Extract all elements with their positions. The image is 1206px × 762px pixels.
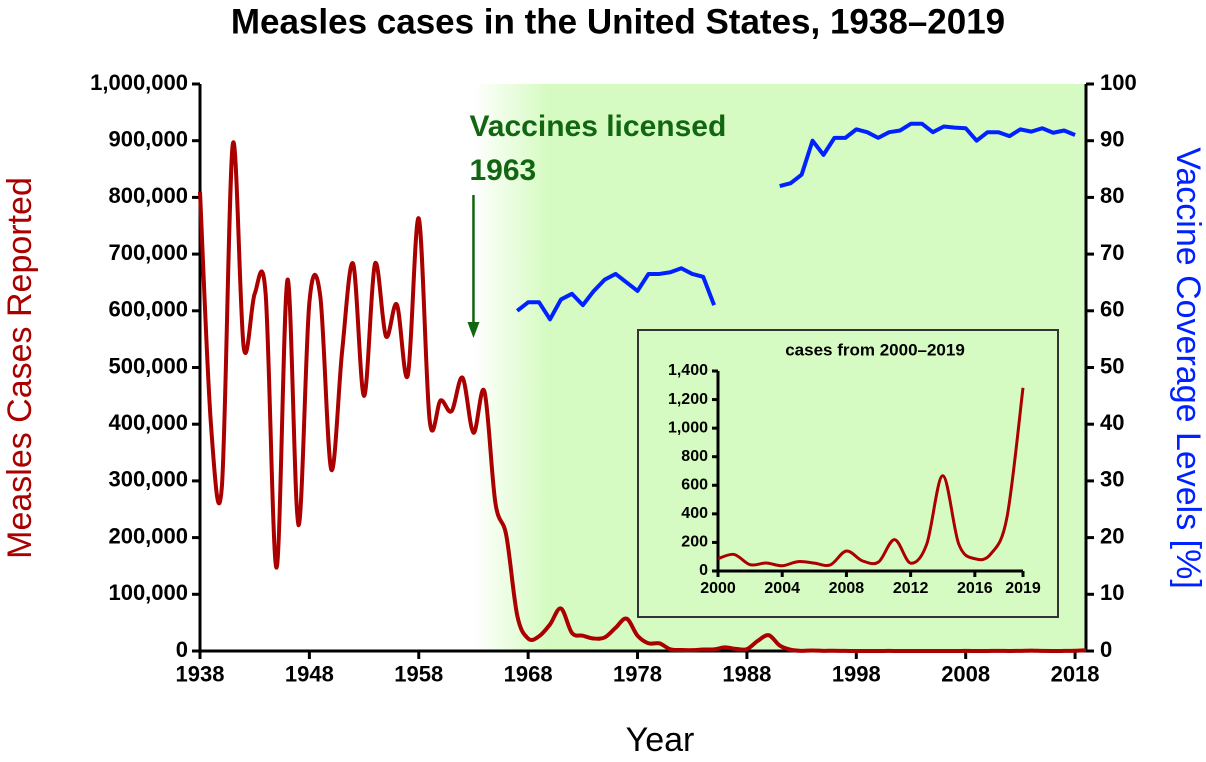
data-line	[717, 387, 1025, 568]
y-tick-label: 700,000	[108, 240, 188, 265]
y-tick-label: 500,000	[108, 353, 188, 378]
y-tick-label: 100,000	[108, 580, 188, 605]
y2-tick-label: 20	[1100, 523, 1124, 548]
y-tick-label: 400	[681, 505, 708, 522]
y2-tick-label: 10	[1100, 580, 1124, 605]
x-tick-label: 2012	[893, 580, 929, 597]
y-tick-label: 900,000	[108, 127, 188, 152]
y2-tick-label: 50	[1100, 353, 1124, 378]
y2-tick-label: 0	[1100, 637, 1112, 662]
y-tick-label: 800	[681, 448, 708, 465]
x-tick-label: 2016	[957, 580, 993, 597]
y-axis-label: Measles Cases Reported	[1, 177, 39, 559]
y2-tick-label: 70	[1100, 240, 1124, 265]
annotation-arrowhead	[467, 322, 480, 338]
x-tick-label: 1988	[722, 661, 771, 686]
x-tick-label: 2008	[829, 580, 865, 597]
y2-tick-label: 100	[1100, 70, 1137, 95]
x-tick-label: 2018	[1051, 661, 1100, 686]
y2-tick-label: 60	[1100, 297, 1124, 322]
x-tick-label: 1948	[285, 661, 334, 686]
y2-tick-label: 90	[1100, 127, 1124, 152]
y-tick-label: 1,400	[668, 362, 708, 379]
y-tick-label: 600,000	[108, 297, 188, 322]
y-tick-label: 200	[681, 534, 708, 551]
inset-title: cases from 2000–2019	[785, 340, 965, 359]
data-line	[515, 266, 716, 322]
y2-tick-label: 30	[1100, 467, 1124, 492]
x-tick-label: 1958	[394, 661, 443, 686]
data-line	[779, 121, 1076, 188]
y-tick-label: 200,000	[108, 523, 188, 548]
y-tick-label: 400,000	[108, 410, 188, 435]
chart-title: Measles cases in the United States, 1938…	[231, 2, 1005, 41]
y-tick-label: 800,000	[108, 183, 188, 208]
y-tick-label: 1,200	[668, 391, 708, 408]
x-tick-label: 1938	[176, 661, 225, 686]
data-line	[198, 140, 1087, 653]
x-tick-label: 2004	[764, 580, 800, 597]
y2-tick-label: 40	[1100, 410, 1124, 435]
x-tick-label: 2019	[1005, 580, 1041, 597]
x-axis-label: Year	[626, 721, 695, 757]
annotation-year: 1963	[469, 154, 536, 187]
annotation-text: Vaccines licensed	[469, 110, 726, 143]
y-tick-label: 0	[699, 562, 708, 579]
y-tick-label: 600	[681, 477, 708, 494]
y-tick-label: 1,000,000	[90, 70, 188, 95]
x-tick-label: 2008	[941, 661, 990, 686]
x-tick-label: 2000	[700, 580, 736, 597]
y-tick-label: 1,000	[668, 419, 708, 436]
y-tick-label: 300,000	[108, 467, 188, 492]
x-tick-label: 1968	[504, 661, 553, 686]
y2-tick-label: 80	[1100, 183, 1124, 208]
inset-frame	[637, 329, 1059, 618]
y2-axis-label: Vaccine Coverage Levels [%]	[1169, 147, 1206, 589]
y-tick-label: 0	[176, 637, 188, 662]
x-tick-label: 1978	[613, 661, 662, 686]
x-tick-label: 1998	[832, 661, 881, 686]
